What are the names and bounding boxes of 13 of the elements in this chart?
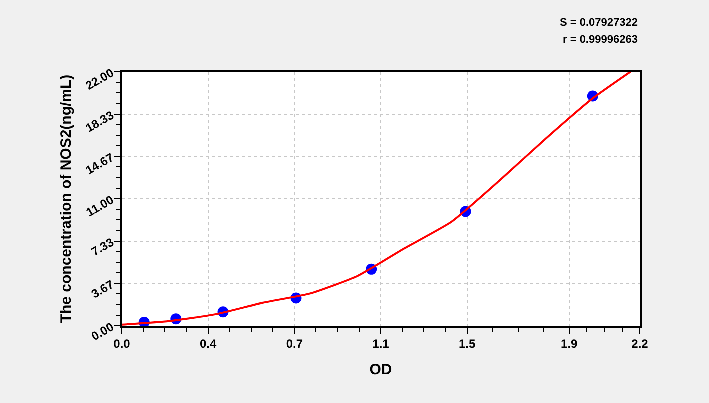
text: S = 0.07927322 (560, 17, 638, 29)
x-tick-label: 0.4 (200, 337, 218, 352)
text: r = 0.99996263 (563, 34, 638, 46)
y-axis-title: The concentration of NOS2(ng/mL) (58, 74, 76, 324)
x-tick-label: 1.5 (458, 337, 476, 352)
x-tick-label: 0.7 (286, 337, 304, 352)
x-tick-label: 2.2 (632, 337, 649, 352)
y-tick-label: 3.67 (89, 277, 117, 302)
x-tick-label: 1.9 (561, 337, 578, 352)
x-axis-title: OD (370, 362, 392, 379)
x-tick-label: 0.0 (114, 337, 131, 352)
y-tick-label: 7.33 (89, 235, 117, 260)
x-tick-label: 1.1 (372, 337, 390, 352)
